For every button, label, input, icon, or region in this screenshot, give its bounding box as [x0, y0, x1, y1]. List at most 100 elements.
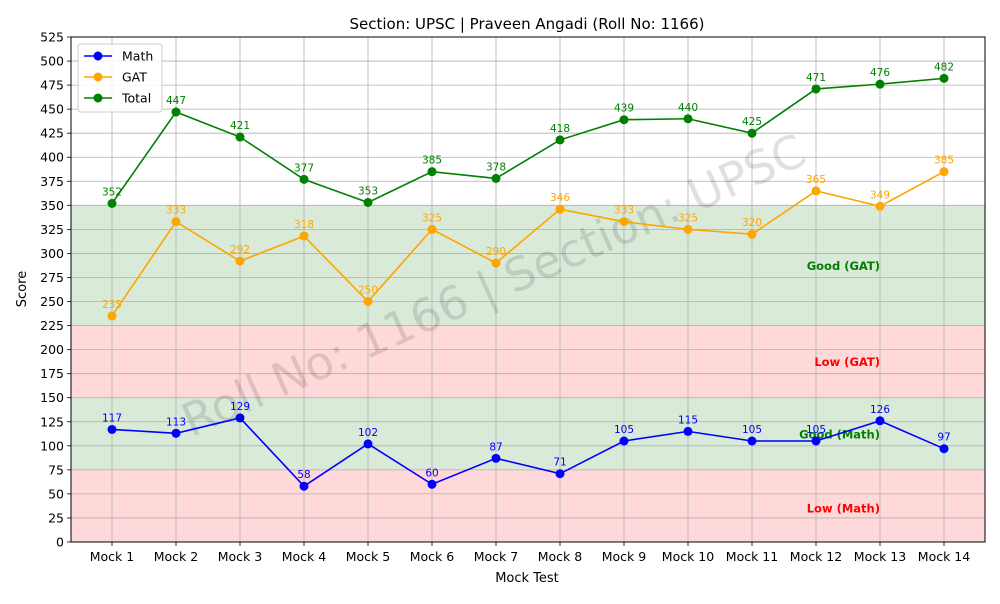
point-gat — [875, 201, 885, 211]
data-label-math: 113 — [166, 416, 186, 428]
legend-label-gat: GAT — [122, 70, 147, 85]
point-gat — [683, 224, 693, 234]
legend-label-math: Math — [122, 49, 153, 64]
x-tick-label: Mock 4 — [282, 549, 327, 564]
point-total — [299, 174, 309, 184]
y-tick-label: 25 — [48, 510, 64, 525]
y-tick-label: 275 — [40, 270, 64, 285]
point-gat — [747, 229, 757, 239]
y-tick-label: 200 — [40, 342, 64, 357]
series-lines: 117 113 129 58 102 60 87 71 105 115 105 105 126 97 235… — [102, 61, 954, 491]
data-label-gat: 385 — [934, 155, 954, 167]
point-total — [427, 167, 437, 177]
x-tick-label: Mock 10 — [662, 549, 714, 564]
data-label-total: 439 — [614, 103, 634, 115]
data-label-total: 447 — [166, 95, 186, 107]
point-total — [811, 84, 821, 94]
data-label-gat: 333 — [166, 205, 186, 217]
point-math — [427, 479, 437, 489]
y-tick-label: 0 — [56, 535, 64, 550]
point-gat — [427, 224, 437, 234]
band-label: Low (GAT) — [814, 355, 880, 369]
point-total — [235, 132, 245, 142]
y-tick-label: 175 — [40, 366, 64, 381]
series-line-gat — [111, 170, 945, 317]
data-label-total: 377 — [294, 162, 314, 174]
y-axis-label: Score — [15, 271, 30, 307]
data-label-total: 352 — [102, 186, 122, 198]
x-tick-label: Mock 12 — [790, 549, 842, 564]
point-math — [811, 436, 821, 446]
y-tick-label: 250 — [40, 294, 64, 309]
y-tick-label: 525 — [40, 30, 64, 45]
point-math — [747, 436, 757, 446]
band-0 — [71, 469, 985, 542]
legend-marker-gat — [93, 72, 103, 82]
data-label-total: 425 — [742, 116, 762, 128]
data-label-total: 353 — [358, 185, 378, 197]
data-label-gat: 325 — [678, 212, 698, 224]
point-total — [491, 173, 501, 183]
data-label-total: 378 — [486, 161, 506, 173]
data-label-math: 71 — [553, 457, 566, 469]
point-total — [619, 115, 629, 125]
data-label-math: 58 — [297, 469, 310, 481]
data-label-total: 476 — [870, 67, 890, 79]
point-math — [171, 428, 181, 438]
point-total — [171, 107, 181, 117]
plot-frame — [70, 36, 986, 543]
point-total — [939, 73, 949, 83]
point-math — [683, 426, 693, 436]
x-tick-label: Mock 2 — [154, 549, 198, 564]
band-2 — [71, 325, 985, 398]
data-label-total: 418 — [550, 123, 570, 135]
band-labels: Low (Math)Good (Math)Low (GAT)Good (GAT) — [799, 259, 880, 515]
y-tick-label: 150 — [40, 390, 64, 405]
x-tick-label: Mock 14 — [918, 549, 970, 564]
point-total — [363, 197, 373, 207]
y-tick-label: 500 — [40, 54, 64, 69]
point-gat — [811, 186, 821, 196]
data-label-total: 482 — [934, 61, 954, 73]
y-tick-label: 75 — [48, 462, 64, 477]
x-tick-label: Mock 5 — [346, 549, 390, 564]
y-tick-label: 425 — [40, 126, 64, 141]
point-math — [491, 453, 501, 463]
data-label-math: 60 — [425, 467, 438, 479]
chart-title: Section: UPSC | Praveen Angadi (Roll No:… — [350, 15, 705, 33]
data-label-math: 105 — [614, 424, 634, 436]
point-gat — [555, 204, 565, 214]
point-gat — [939, 167, 949, 177]
data-label-math: 97 — [937, 432, 950, 444]
data-label-gat: 292 — [230, 244, 250, 256]
data-label-total: 440 — [678, 102, 698, 114]
band-1 — [71, 397, 985, 470]
data-label-math: 102 — [358, 427, 378, 439]
point-math — [107, 424, 117, 434]
y-tick-label: 125 — [40, 414, 64, 429]
data-label-gat: 318 — [294, 219, 314, 231]
data-label-math: 117 — [102, 412, 122, 424]
point-math — [299, 481, 309, 491]
point-math — [619, 436, 629, 446]
x-tick-label: Mock 6 — [410, 549, 455, 564]
y-tick-label: 225 — [40, 318, 64, 333]
series-line-total — [111, 77, 945, 204]
y-tick-label: 325 — [40, 222, 64, 237]
point-total — [875, 79, 885, 89]
y-tick-label: 400 — [40, 150, 64, 165]
data-label-gat: 325 — [422, 212, 442, 224]
point-gat — [235, 256, 245, 266]
legend-marker-total — [93, 93, 103, 103]
data-label-math: 129 — [230, 401, 250, 413]
data-label-math: 105 — [742, 424, 762, 436]
data-label-gat: 290 — [486, 246, 506, 258]
point-total — [107, 198, 117, 208]
point-gat — [619, 217, 629, 227]
data-label-math: 87 — [489, 441, 502, 453]
band-label: Low (Math) — [807, 501, 880, 515]
point-math — [235, 413, 245, 423]
point-gat — [363, 297, 373, 307]
